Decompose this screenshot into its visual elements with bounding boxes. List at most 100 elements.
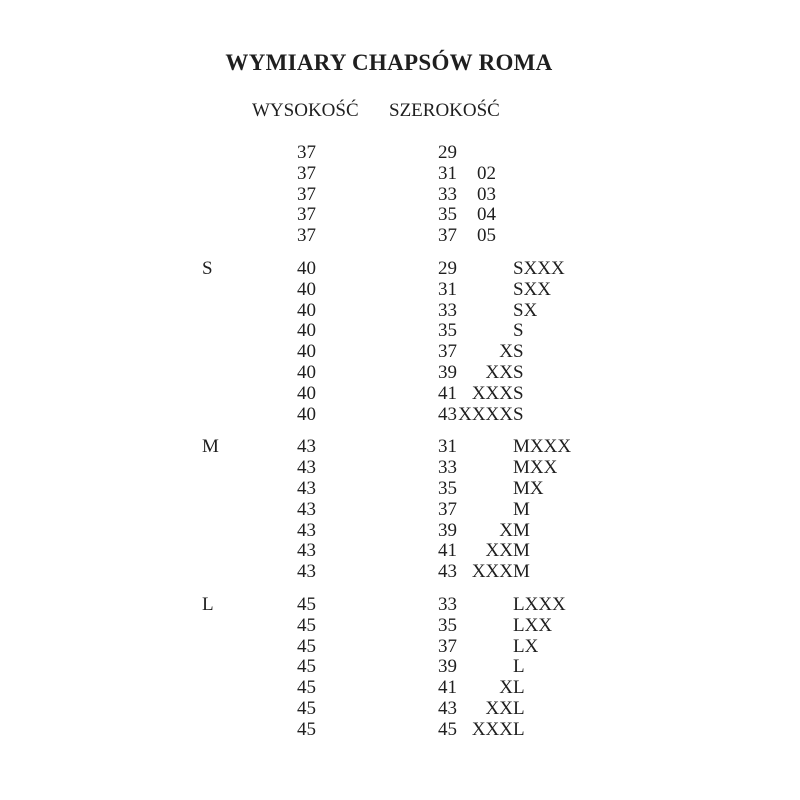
size-label: S xyxy=(513,341,524,363)
size-label: SXXX xyxy=(513,257,565,279)
table-row: 40 41 XXX S xyxy=(0,382,800,405)
size-label: L xyxy=(513,656,525,678)
size-label: M xyxy=(513,498,530,520)
width-value: 35 xyxy=(438,204,457,226)
height-value: 45 xyxy=(297,614,316,636)
size-label: MXX xyxy=(513,457,558,479)
table-row: 37 33 03 xyxy=(0,183,800,206)
height-value: 45 xyxy=(297,635,316,657)
group-letter: L xyxy=(202,593,214,615)
width-value: 33 xyxy=(438,183,457,205)
height-value: 43 xyxy=(297,519,316,541)
width-value: 37 xyxy=(438,635,457,657)
size-label: S xyxy=(513,361,524,383)
table-row: 43 43 XXX M xyxy=(0,561,800,583)
size-label: L xyxy=(513,697,525,719)
height-value: 45 xyxy=(297,677,316,699)
height-value: 45 xyxy=(297,718,316,740)
width-value: 31 xyxy=(438,436,457,458)
size-label-prefix: X xyxy=(499,677,513,699)
code-value: 03 xyxy=(477,183,496,205)
height-value: 40 xyxy=(297,257,316,279)
table-row: 43 39 X M xyxy=(0,519,800,542)
height-value: 40 xyxy=(297,320,316,342)
height-value: 40 xyxy=(297,382,316,404)
table-row: 45 39 L xyxy=(0,657,800,678)
table-row: 43 41 XX M xyxy=(0,541,800,562)
table-row: 40 39 XX S xyxy=(0,361,800,384)
height-value: 43 xyxy=(297,540,316,562)
height-value: 37 xyxy=(297,204,316,226)
height-value: 43 xyxy=(297,498,316,520)
width-value: 31 xyxy=(438,278,457,300)
size-label: M xyxy=(513,540,530,562)
width-value: 37 xyxy=(438,341,457,363)
table-row: S 40 29 SXXX xyxy=(0,257,800,280)
size-label-prefix: XXX xyxy=(471,718,513,740)
height-value: 37 xyxy=(297,142,316,163)
width-value: 41 xyxy=(438,540,457,562)
width-value: 33 xyxy=(438,457,457,479)
column-header-height: WYSOKOŚĆ xyxy=(252,100,359,121)
size-label: S xyxy=(513,320,524,342)
table-row: 37 29 xyxy=(0,142,800,164)
size-label: S xyxy=(513,382,524,404)
size-group: L 45 33 LXXX 45 35 LXX 45 37 LX 45 39 L 45 41 X L 45 43 XX L… xyxy=(0,593,800,741)
table-row: 40 33 SX xyxy=(0,299,800,322)
size-label-prefix: XXX xyxy=(471,382,513,404)
height-value: 40 xyxy=(297,361,316,383)
table-row: M 43 31 MXXX xyxy=(0,437,800,458)
code-value: 02 xyxy=(477,162,496,184)
size-label: M xyxy=(513,561,530,583)
table-row: 45 45 XXX L xyxy=(0,718,800,741)
width-value: 39 xyxy=(438,519,457,541)
size-label-prefix: XX xyxy=(485,697,513,719)
width-value: 29 xyxy=(438,142,457,163)
size-label: M xyxy=(513,519,530,541)
size-label: S xyxy=(513,403,524,425)
height-value: 37 xyxy=(297,183,316,205)
size-label: MXXX xyxy=(513,436,572,458)
width-value: 41 xyxy=(438,382,457,404)
table-row: 43 37 M xyxy=(0,498,800,521)
width-value: 43 xyxy=(438,697,457,719)
table-row: L 45 33 LXXX xyxy=(0,593,800,616)
height-value: 43 xyxy=(297,436,316,458)
table-row: 37 37 05 xyxy=(0,225,800,247)
width-value: 35 xyxy=(438,477,457,499)
width-value: 33 xyxy=(438,593,457,615)
width-value: 31 xyxy=(438,162,457,184)
table-row: 40 35 S xyxy=(0,321,800,342)
size-group: M 43 31 MXXX 43 33 MXX 43 35 MX 43 37 M 43 39 X M 43 41 XX M… xyxy=(0,437,800,583)
column-header-width: SZEROKOŚĆ xyxy=(389,100,500,121)
height-value: 37 xyxy=(297,162,316,184)
width-value: 39 xyxy=(438,656,457,678)
width-value: 43 xyxy=(438,561,457,583)
height-value: 43 xyxy=(297,477,316,499)
size-table: 37 29 37 31 02 37 33 03 37 35 04 37 37 05 S 40 29 SXXX 40 3… xyxy=(0,142,800,741)
height-value: 45 xyxy=(297,593,316,615)
size-label: SXX xyxy=(513,278,552,300)
height-value: 40 xyxy=(297,278,316,300)
size-label-prefix: XX xyxy=(485,540,513,562)
column-headers: WYSOKOŚĆ SZEROKOŚĆ xyxy=(0,100,800,122)
width-value: 45 xyxy=(438,718,457,740)
size-label: LXX xyxy=(513,614,553,636)
group-letter: M xyxy=(202,436,219,458)
group-letter: S xyxy=(202,257,213,279)
width-value: 41 xyxy=(438,677,457,699)
size-label-prefix: XX xyxy=(485,361,513,383)
size-label-prefix: XXX xyxy=(471,561,513,583)
table-row: 37 35 04 xyxy=(0,205,800,226)
size-label: MX xyxy=(513,477,544,499)
table-row: 40 37 X S xyxy=(0,341,800,363)
table-row: 40 43 XXXX S xyxy=(0,403,800,426)
height-value: 43 xyxy=(297,561,316,583)
width-value: 29 xyxy=(438,257,457,279)
size-group: 37 29 37 31 02 37 33 03 37 35 04 37 37 05 xyxy=(0,142,800,247)
height-value: 40 xyxy=(297,403,316,425)
width-value: 37 xyxy=(438,498,457,520)
height-value: 37 xyxy=(297,225,316,247)
height-value: 40 xyxy=(297,299,316,321)
